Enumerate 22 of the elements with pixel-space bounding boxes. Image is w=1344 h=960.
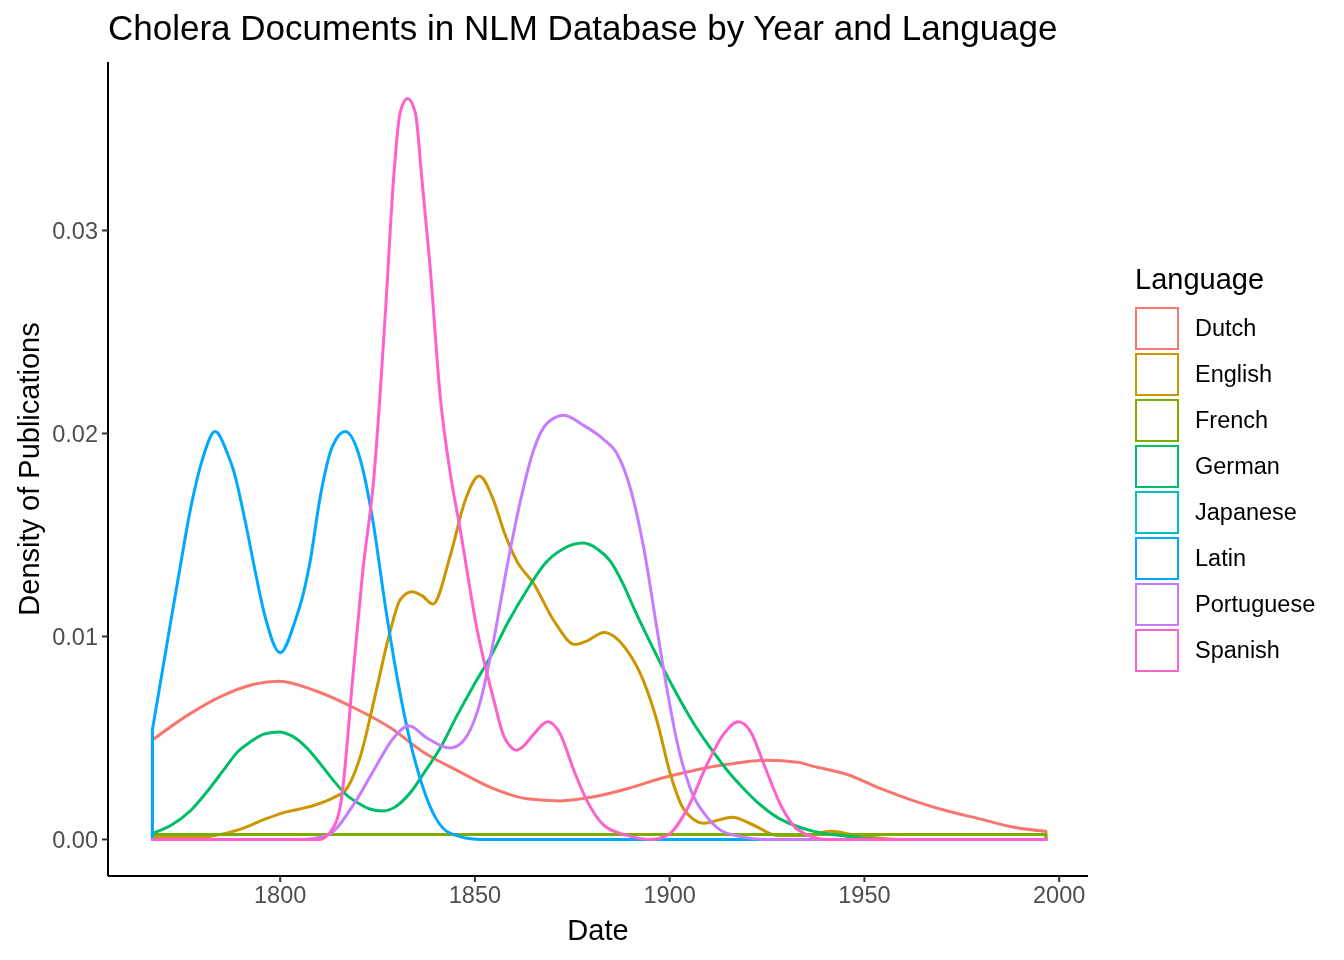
x-tick-label: 1950 bbox=[838, 881, 891, 908]
legend-title: Language bbox=[1135, 262, 1266, 295]
x-tick-label: 2000 bbox=[1033, 881, 1086, 908]
y-tick-label: 0.03 bbox=[52, 217, 98, 244]
x-tick-label: 1800 bbox=[254, 881, 307, 908]
legend-label: Spanish bbox=[1195, 637, 1280, 664]
x-tick-label: 1900 bbox=[643, 881, 696, 908]
legend-label: Portuguese bbox=[1195, 591, 1316, 618]
legend-label: Latin bbox=[1195, 545, 1246, 572]
legend-label: Japanese bbox=[1195, 499, 1297, 526]
legend-label: English bbox=[1195, 361, 1273, 388]
y-tick-label: 0.01 bbox=[52, 623, 98, 650]
x-tick-label: 1850 bbox=[448, 881, 502, 908]
chart-title: Cholera Documents in NLM Database by Year and Language bbox=[108, 8, 1058, 47]
line-series bbox=[150, 97, 1048, 841]
y-tick-label: 0.00 bbox=[52, 826, 98, 853]
legend-label: Dutch bbox=[1195, 315, 1257, 342]
legend-label: French bbox=[1195, 407, 1269, 434]
y-axis-title: Density of Publications bbox=[13, 322, 45, 616]
x-axis-title: Date bbox=[566, 914, 630, 946]
y-tick-label: 0.02 bbox=[52, 420, 98, 447]
legend-label: German bbox=[1195, 453, 1280, 480]
